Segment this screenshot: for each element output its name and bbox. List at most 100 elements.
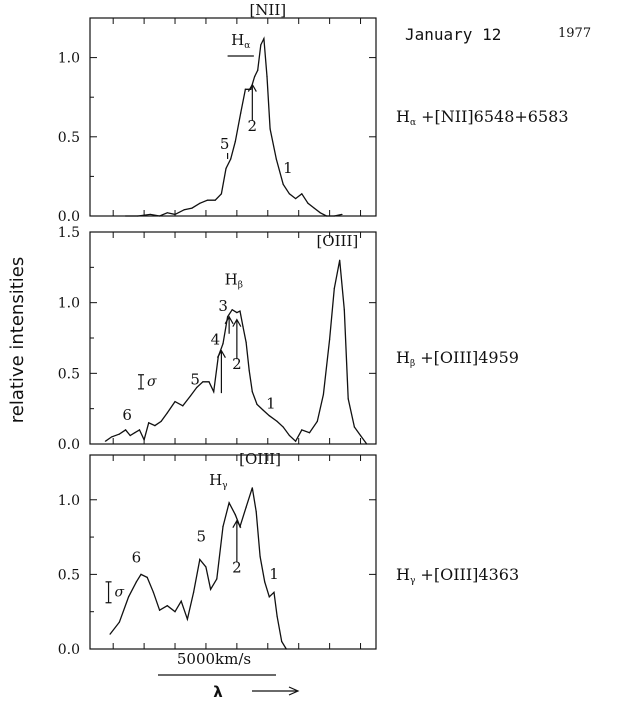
spectrum-point xyxy=(333,287,335,290)
spectrum-point xyxy=(268,596,270,598)
annotation-label: [NII] xyxy=(249,1,286,19)
spectrum-point xyxy=(222,343,224,345)
spectrum-point xyxy=(186,618,188,620)
spectrum-point xyxy=(118,621,120,623)
line-id-label: Hα +[NII]6548+6583 xyxy=(396,107,569,128)
spectrum-point xyxy=(275,158,277,160)
annotation-label: 1 xyxy=(269,565,279,583)
spectrum-point xyxy=(206,199,209,201)
annotation-label: 6 xyxy=(122,406,132,424)
spectrum-point xyxy=(118,433,120,435)
spectrum-point xyxy=(137,215,139,217)
panel-3: 0.0 0.5 1.0 [OIII] Hγ 2 5 6 1 σ Hγ +[OIII]4363 xyxy=(58,450,519,658)
spectrum-point xyxy=(149,213,151,216)
spectrum-point xyxy=(140,573,142,575)
spectrum-point xyxy=(225,167,227,170)
y-tick-label: 0.0 xyxy=(58,642,80,658)
panel-frame xyxy=(89,17,377,217)
annotation-label: Hα xyxy=(231,31,250,51)
spectrum-point xyxy=(250,88,252,90)
spectrum-point xyxy=(202,381,204,383)
spectrum-point xyxy=(109,633,111,635)
spectrum-point xyxy=(174,401,176,403)
spectrum-point xyxy=(256,403,258,406)
spectrum-point xyxy=(154,425,156,427)
annotation-label: 1 xyxy=(266,395,276,413)
header-date: January 12 xyxy=(405,25,501,44)
spectrum-point xyxy=(313,207,315,209)
spectrum-point xyxy=(240,112,242,114)
annotation-arrowhead xyxy=(216,349,226,359)
panel-1: 0.0 0.5 1.0 [NII] Hα 25 1 Hα +[NII]6548+6583 xyxy=(58,1,569,225)
spectrum-point xyxy=(216,578,218,580)
annotation-number: 4 xyxy=(211,331,221,349)
spectrum-point xyxy=(191,207,193,209)
spectrum-point xyxy=(273,591,275,593)
spectrum-point xyxy=(158,215,161,217)
spectrum-point xyxy=(282,426,284,428)
spectrum-point xyxy=(301,193,303,195)
y-tick-label: 0.0 xyxy=(58,209,80,225)
spectrum-point xyxy=(333,215,335,217)
spectrum-point xyxy=(257,69,259,71)
spectrum-line xyxy=(125,36,343,217)
spectrum-point xyxy=(281,640,283,643)
spectrum-point xyxy=(244,88,246,90)
spectrum-point xyxy=(276,420,278,422)
line-id-label: Hβ +[OIII]4959 xyxy=(396,348,519,369)
annotation-label: 5 xyxy=(190,371,200,389)
spectrum-point xyxy=(322,393,325,396)
spectrum-point xyxy=(282,183,284,185)
spectrum-point xyxy=(174,611,176,613)
spectrum-point xyxy=(148,422,150,424)
annotation-label: Hβ xyxy=(225,270,243,290)
spectrum-point xyxy=(308,432,311,434)
spectrum-point xyxy=(295,197,297,200)
spectrum-point xyxy=(255,511,257,513)
annotation-number: 2 xyxy=(232,355,242,373)
spectrum-point xyxy=(214,199,216,201)
spectrum-point xyxy=(248,369,250,372)
spectrum-point xyxy=(242,326,244,328)
annotation-label: [OIII] xyxy=(239,450,281,468)
spectrum-point xyxy=(339,259,341,261)
spectrum-point xyxy=(183,209,185,211)
sigma-label: σ xyxy=(147,374,157,390)
spectrum-point xyxy=(138,429,141,431)
y-tick-label: 1.5 xyxy=(58,225,80,241)
spectrum-point xyxy=(245,506,247,508)
spectrum-point xyxy=(316,420,318,422)
spectrum-point xyxy=(353,426,355,428)
spectrum-point xyxy=(213,391,215,393)
spectrum-line xyxy=(109,487,287,650)
spectrum-point xyxy=(104,440,107,442)
spectrum-point xyxy=(245,341,247,343)
lambda-arrow xyxy=(252,686,300,696)
annotation-number: 2 xyxy=(248,117,258,135)
spectrum-point xyxy=(222,526,224,528)
spectrum-point xyxy=(276,615,278,617)
spectrum-point xyxy=(135,581,137,583)
annotation-label: Hγ xyxy=(209,471,227,491)
y-axis-label: relative intensities xyxy=(7,257,28,423)
annotation-label: 6 xyxy=(132,548,142,566)
spectrum-point xyxy=(263,37,265,40)
spectrum-point xyxy=(343,309,345,311)
y-tick-label: 0.5 xyxy=(58,567,80,583)
spectrum-point xyxy=(307,202,309,204)
spectrum-point xyxy=(146,576,148,578)
annotation-arrowhead xyxy=(232,519,242,528)
spectrum-point xyxy=(295,440,297,442)
spectrum-point xyxy=(239,310,241,312)
spectrum-point xyxy=(134,432,136,434)
spectrum-point xyxy=(166,212,168,214)
spectrum-point xyxy=(124,429,127,431)
annotation-number: 5 xyxy=(220,135,230,153)
spectrum-point xyxy=(180,600,182,602)
panel-frame xyxy=(89,231,377,445)
spectrum-point xyxy=(143,439,145,441)
spectrum-point xyxy=(254,76,256,78)
